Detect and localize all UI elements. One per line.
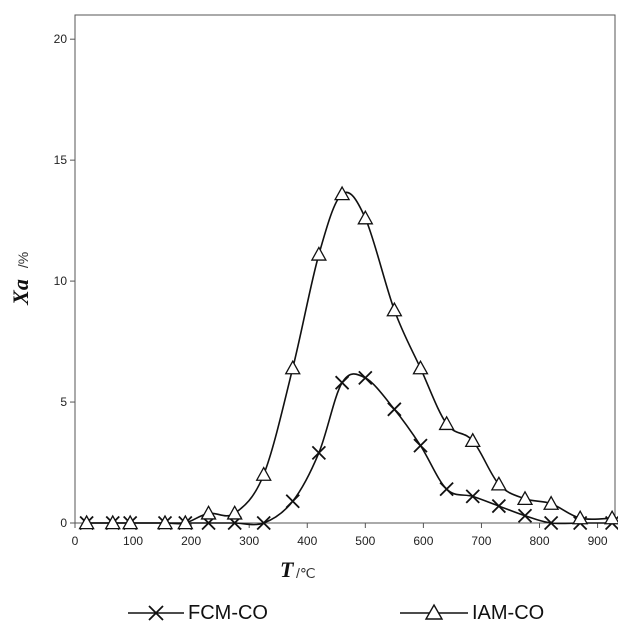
y-tick-label: 0 [60, 516, 67, 530]
x-marker-stroke [387, 402, 402, 417]
data-point-iam-co [543, 495, 560, 510]
data-point-iam-co [104, 514, 121, 530]
data-point-iam-co [386, 301, 403, 317]
y-axis-ticks: 0 5 10 15 20 [54, 32, 75, 530]
series-line-fcm-co [86, 373, 613, 526]
data-point-iam-co [78, 514, 95, 530]
data-point-fcm-co [413, 438, 428, 453]
data-point-iam-co [357, 209, 374, 225]
data-point-iam-co [177, 514, 194, 530]
data-point-iam-co [490, 475, 507, 491]
data-point-fcm-co [311, 445, 327, 460]
y-axis-title: Xa [8, 279, 33, 306]
x-axis-unit: /℃ [296, 565, 316, 581]
legend-label-fcm-co: FCM-CO [188, 601, 268, 624]
x-axis-ticks: 0 100 200 300 400 500 600 700 800 900 [72, 523, 608, 548]
legend-triangle-marker-icon [400, 603, 468, 620]
y-tick-label: 15 [54, 153, 68, 167]
x-marker-stroke [543, 515, 559, 531]
data-point-iam-co [284, 359, 301, 375]
legend-item-fcm-co: FCM-CO [128, 598, 268, 628]
legend-item-iam-co: IAM-CO [400, 598, 544, 628]
x-marker-stroke [439, 481, 454, 497]
x-tick-label: 500 [355, 534, 375, 548]
x-marker-stroke [256, 515, 271, 531]
x-tick-label: 100 [123, 534, 143, 548]
x-tick-label: 300 [239, 534, 259, 548]
data-point-fcm-co [543, 515, 559, 531]
y-tick-label: 5 [60, 395, 67, 409]
legend-label-iam-co: IAM-CO [472, 601, 545, 624]
data-point-iam-co [122, 514, 139, 530]
x-tick-label: 800 [530, 534, 550, 548]
data-point-fcm-co [387, 402, 402, 417]
y-axis-title-group: Xa /% [8, 252, 33, 306]
y-tick-label: 10 [54, 274, 68, 288]
data-point-iam-co [310, 246, 327, 261]
data-point-fcm-co [491, 498, 507, 514]
x-marker-stroke [311, 445, 327, 460]
x-tick-label: 900 [588, 534, 608, 548]
x-marker-stroke [465, 489, 480, 504]
data-point-fcm-co [285, 494, 300, 509]
x-tick-label: 700 [471, 534, 491, 548]
x-marker-stroke [285, 494, 300, 509]
x-tick-label: 400 [297, 534, 317, 548]
data-point-iam-co [438, 415, 455, 431]
data-point-fcm-co [439, 481, 454, 497]
x-marker-stroke [358, 370, 373, 385]
x-tick-label: 0 [72, 534, 79, 548]
series-line-iam-co [86, 191, 613, 525]
data-point-iam-co [200, 504, 217, 520]
y-axis-unit: /% [15, 252, 31, 268]
x-tick-label: 600 [413, 534, 433, 548]
data-point-iam-co [156, 514, 174, 530]
legend: FCM-CO IAM-CO [0, 598, 618, 628]
x-marker-stroke [413, 438, 428, 453]
data-point-iam-co [255, 466, 272, 481]
data-point-iam-co [333, 185, 351, 201]
series-layer [78, 185, 618, 531]
data-point-fcm-co [517, 508, 533, 523]
data-point-fcm-co [465, 489, 480, 504]
data-point-iam-co [412, 359, 429, 375]
legend-x-marker-icon [128, 605, 184, 621]
data-point-fcm-co [334, 375, 350, 390]
data-point-iam-co [226, 504, 243, 520]
x-marker-stroke [491, 498, 507, 514]
data-point-fcm-co [256, 515, 271, 531]
data-point-fcm-co [358, 370, 373, 385]
x-marker-stroke [517, 508, 533, 523]
data-point-iam-co [464, 432, 481, 448]
x-tick-label: 200 [181, 534, 201, 548]
x-axis-title: T [280, 557, 295, 582]
data-point-iam-co [572, 509, 589, 525]
y-tick-label: 20 [54, 32, 68, 46]
x-marker-stroke [334, 375, 350, 390]
data-point-iam-co [603, 509, 618, 525]
data-point-iam-co [516, 490, 534, 506]
plot-area-border [74, 14, 616, 524]
